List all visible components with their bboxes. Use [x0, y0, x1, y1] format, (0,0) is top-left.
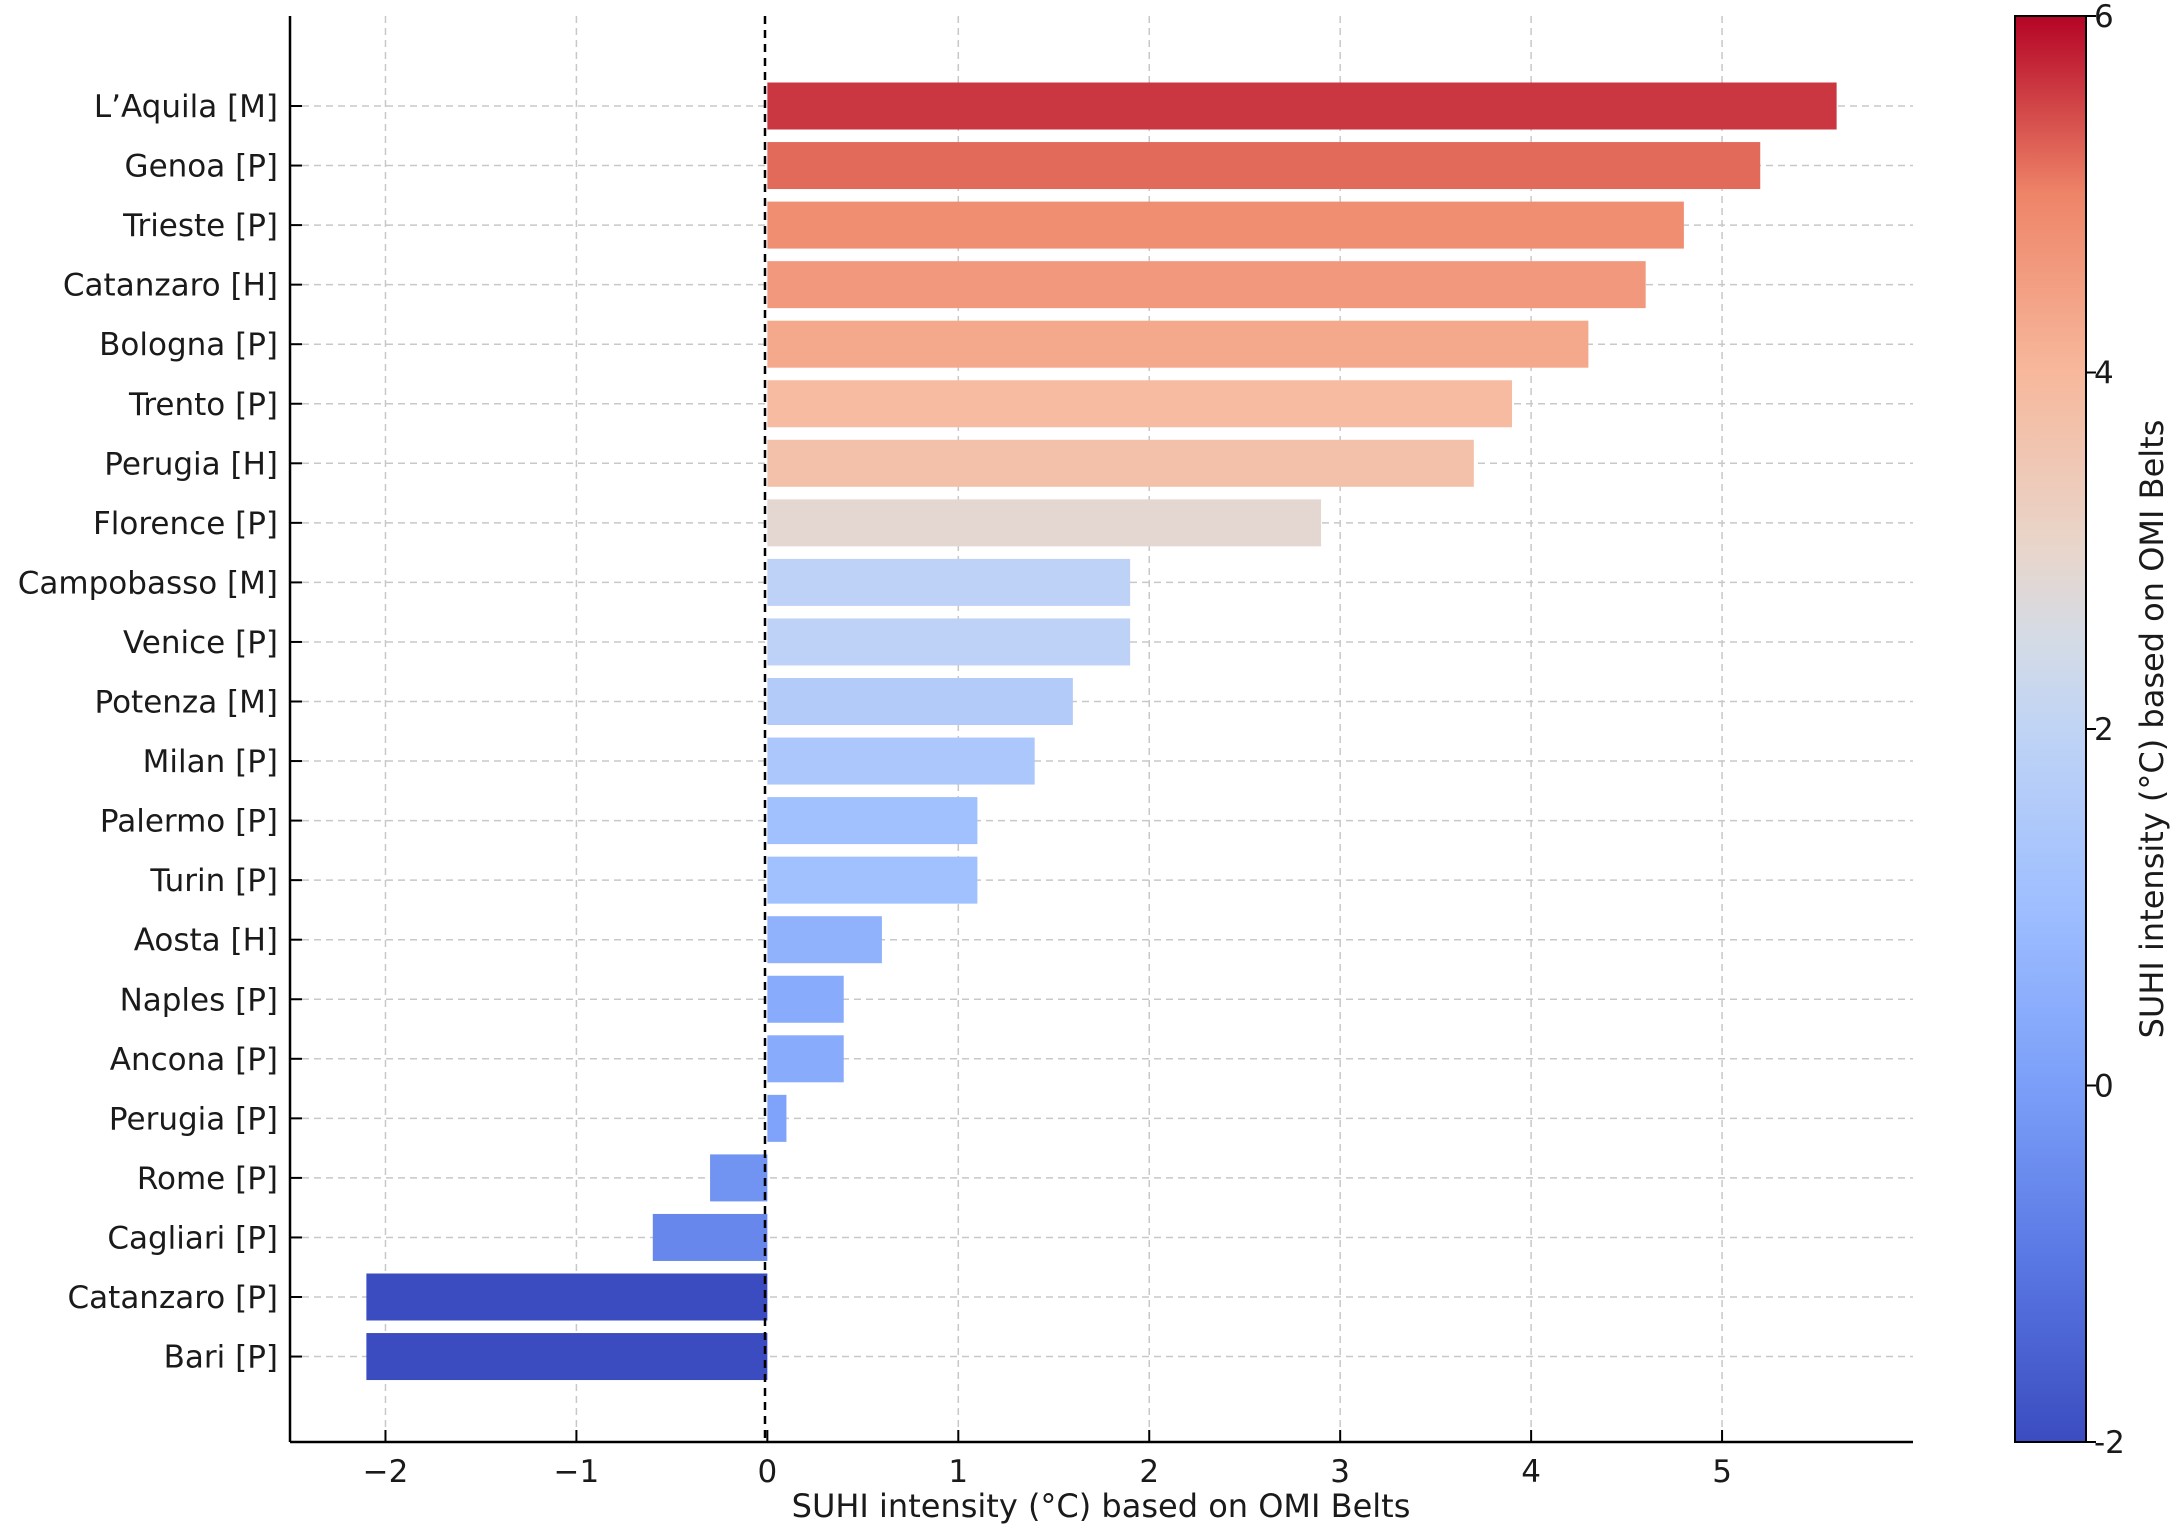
y-tick-label: Perugia [H]	[104, 446, 278, 482]
bar	[767, 320, 1589, 368]
colorbar-label: SUHI intensity (°C) based on OMI Belts	[2133, 420, 2171, 1039]
bar	[767, 499, 1322, 547]
bar	[767, 142, 1761, 190]
colorbar-tick-label: 0	[2094, 1069, 2114, 1105]
bar	[767, 856, 978, 904]
bar	[767, 678, 1073, 725]
x-ticks: −2 −1 0 1 2 3 4 5	[363, 1430, 1732, 1490]
y-tick-label: Potenza [M]	[95, 685, 279, 721]
y-tick-label: Venice [P]	[123, 625, 278, 661]
y-ticks: L’Aquila [M] Genoa [P] Trieste [P] Catanzar…	[18, 89, 302, 1376]
y-tick-label: Florence [P]	[93, 506, 278, 542]
y-tick-label: Aosta [H]	[134, 923, 278, 959]
bar	[767, 380, 1513, 428]
x-axis-label: SUHI intensity (°C) based on OMI Belts	[792, 1487, 1411, 1525]
y-tick-label: Genoa [P]	[125, 149, 278, 185]
bar	[767, 916, 882, 964]
y-tick-label: Catanzaro [H]	[63, 268, 278, 304]
y-tick-label: Trieste [P]	[122, 208, 278, 244]
x-tick-label: −1	[554, 1454, 600, 1490]
bar	[767, 558, 1131, 606]
y-tick-label: Trento [P]	[128, 387, 278, 423]
colorbar-tick-label: 4	[2094, 356, 2114, 392]
bar	[767, 737, 1035, 785]
y-tick-label: Milan [P]	[143, 744, 278, 780]
colorbar-tick-label: 6	[2094, 0, 2114, 35]
x-tick-label: 2	[1139, 1454, 1159, 1490]
bar	[710, 1154, 768, 1202]
bar	[767, 797, 978, 845]
x-tick-label: 1	[948, 1454, 968, 1490]
bar	[366, 1273, 768, 1321]
bar	[366, 1333, 768, 1381]
y-tick-label: Rome [P]	[137, 1161, 278, 1197]
bar	[767, 975, 844, 1023]
y-tick-label: Bari [P]	[164, 1340, 278, 1376]
y-tick-label: Bologna [P]	[99, 327, 278, 363]
y-tick-label: Turin [P]	[149, 863, 278, 899]
bar	[767, 201, 1684, 249]
x-tick-label: 3	[1330, 1454, 1350, 1490]
x-tick-label: 4	[1521, 1454, 1541, 1490]
y-tick-label: Ancona [P]	[110, 1042, 278, 1078]
bar	[767, 618, 1131, 666]
bar	[767, 261, 1646, 309]
x-tick-label: −2	[363, 1454, 409, 1490]
bar	[767, 1035, 844, 1083]
y-tick-label: Campobasso [M]	[18, 565, 278, 601]
x-tick-label: 5	[1712, 1454, 1732, 1490]
colorbar-ticks: 6 4 2 0 -2	[2086, 0, 2125, 1461]
bar	[767, 439, 1474, 487]
bar	[652, 1213, 768, 1261]
y-tick-label: Perugia [P]	[109, 1101, 278, 1137]
y-tick-label: Naples [P]	[120, 982, 278, 1018]
bars	[366, 82, 1837, 1381]
colorbar-tick-label: 2	[2094, 712, 2114, 748]
x-tick-label: 0	[757, 1454, 777, 1490]
y-tick-label: Catanzaro [P]	[68, 1280, 278, 1316]
y-tick-label: L’Aquila [M]	[94, 89, 278, 125]
y-tick-label: Cagliari [P]	[107, 1220, 278, 1256]
grid	[290, 16, 1913, 1442]
bar	[767, 82, 1837, 130]
bar	[767, 1094, 787, 1142]
colorbar-tick-label: -2	[2094, 1425, 2125, 1461]
y-tick-label: Palermo [P]	[100, 804, 278, 840]
colorbar	[2014, 15, 2087, 1443]
